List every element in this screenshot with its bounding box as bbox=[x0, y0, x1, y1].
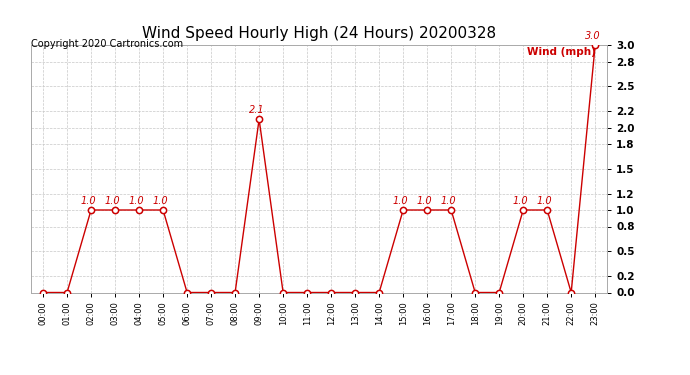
Text: 1.0: 1.0 bbox=[441, 196, 456, 206]
Text: 2.1: 2.1 bbox=[248, 105, 264, 115]
Text: Copyright 2020 Cartronics.com: Copyright 2020 Cartronics.com bbox=[31, 39, 183, 50]
Text: 1.0: 1.0 bbox=[417, 196, 432, 206]
Text: Wind (mph): Wind (mph) bbox=[526, 48, 595, 57]
Text: 1.0: 1.0 bbox=[81, 196, 96, 206]
Text: 1.0: 1.0 bbox=[152, 196, 168, 206]
Text: 1.0: 1.0 bbox=[513, 196, 529, 206]
Text: 1.0: 1.0 bbox=[104, 196, 120, 206]
Text: 3.0: 3.0 bbox=[584, 31, 600, 41]
Text: 1.0: 1.0 bbox=[393, 196, 408, 206]
Text: 1.0: 1.0 bbox=[537, 196, 552, 206]
Text: 1.0: 1.0 bbox=[128, 196, 144, 206]
Title: Wind Speed Hourly High (24 Hours) 20200328: Wind Speed Hourly High (24 Hours) 202003… bbox=[142, 26, 496, 41]
